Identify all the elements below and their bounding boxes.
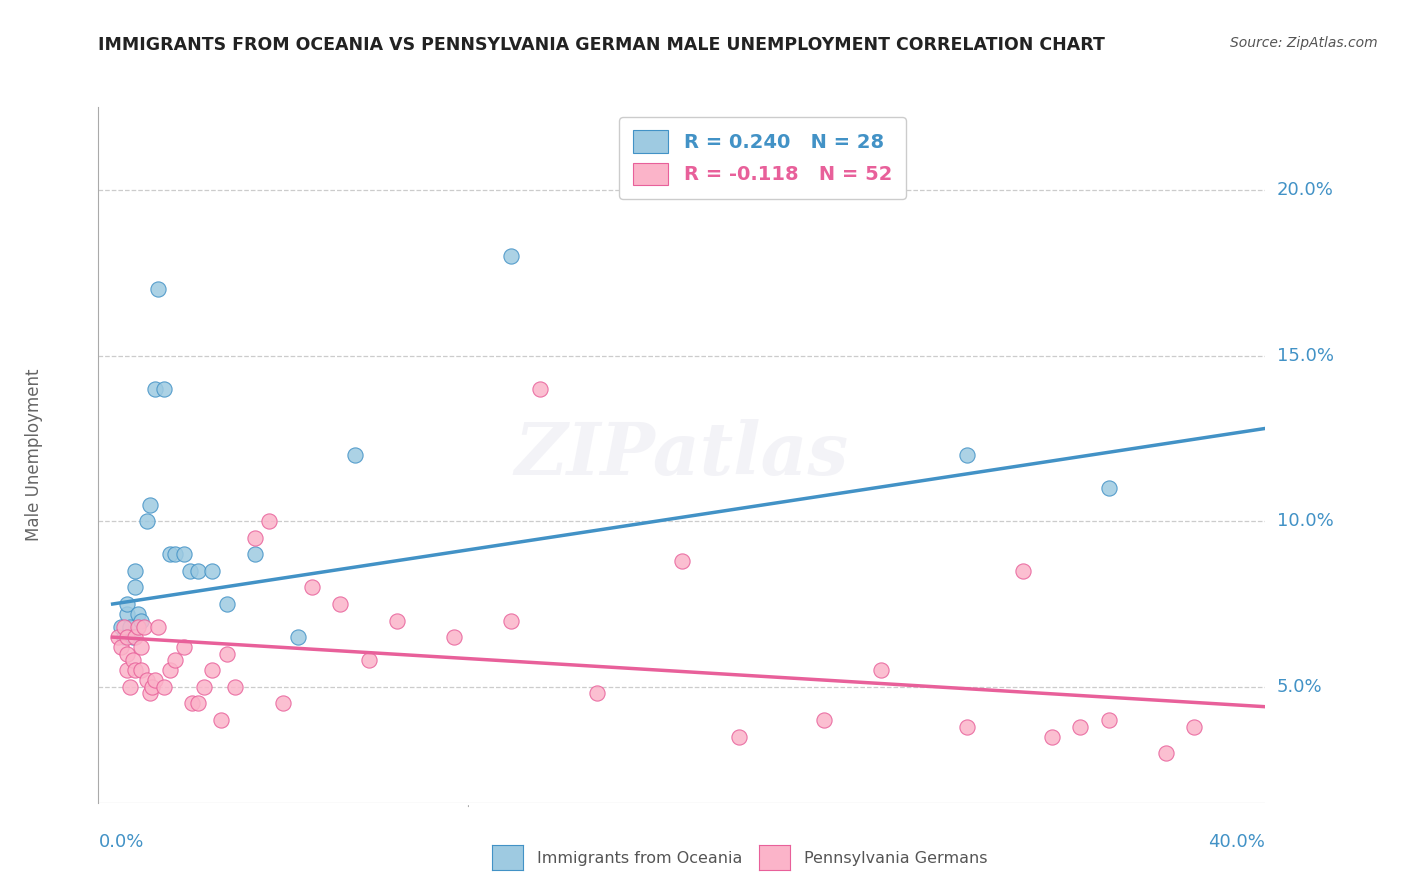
Point xyxy=(1012,564,1035,578)
Point xyxy=(357,653,380,667)
Point xyxy=(1154,746,1177,760)
Text: Male Unemployment: Male Unemployment xyxy=(25,368,44,541)
Point xyxy=(129,640,152,654)
Point xyxy=(118,620,141,634)
Point xyxy=(501,614,523,628)
Point xyxy=(124,663,146,677)
Point xyxy=(1040,730,1063,744)
Point xyxy=(671,554,693,568)
Point xyxy=(224,680,246,694)
Point xyxy=(143,382,166,396)
Point xyxy=(257,514,280,528)
Point xyxy=(115,607,138,621)
Point xyxy=(118,680,141,694)
Point xyxy=(193,680,215,694)
Point xyxy=(173,640,195,654)
Point xyxy=(215,647,238,661)
Legend: R = 0.240   N = 28, R = -0.118   N = 52: R = 0.240 N = 28, R = -0.118 N = 52 xyxy=(620,117,905,199)
Point xyxy=(129,663,152,677)
Point xyxy=(135,673,157,688)
Point xyxy=(870,663,893,677)
Point xyxy=(127,607,149,621)
Point xyxy=(187,697,209,711)
Point xyxy=(135,514,157,528)
Point xyxy=(201,663,224,677)
Text: ZIPatlas: ZIPatlas xyxy=(515,419,849,491)
Point xyxy=(1069,720,1091,734)
Point xyxy=(179,564,201,578)
Point xyxy=(148,620,170,634)
Point xyxy=(110,640,132,654)
Point xyxy=(165,547,187,561)
Text: 5.0%: 5.0% xyxy=(1277,678,1322,696)
Point xyxy=(201,564,224,578)
Point xyxy=(138,686,160,700)
Point xyxy=(124,564,146,578)
Point xyxy=(115,630,138,644)
Point xyxy=(165,653,187,667)
Point xyxy=(343,448,366,462)
Text: 15.0%: 15.0% xyxy=(1277,346,1333,365)
Point xyxy=(1098,713,1121,727)
Point xyxy=(127,620,149,634)
Point xyxy=(153,382,176,396)
Point xyxy=(243,547,266,561)
Point xyxy=(329,597,352,611)
Point xyxy=(813,713,835,727)
Point xyxy=(243,531,266,545)
Point xyxy=(209,713,232,727)
Point xyxy=(159,663,181,677)
Point xyxy=(141,680,163,694)
Point xyxy=(129,614,152,628)
Point xyxy=(110,620,132,634)
Point xyxy=(181,697,204,711)
Point xyxy=(153,680,176,694)
Point xyxy=(955,448,977,462)
Point xyxy=(273,697,295,711)
Point xyxy=(124,630,146,644)
Point xyxy=(115,663,138,677)
Point xyxy=(107,630,129,644)
Point xyxy=(143,673,166,688)
Point xyxy=(115,647,138,661)
Point xyxy=(1182,720,1205,734)
Point xyxy=(148,282,170,296)
Point xyxy=(112,630,135,644)
Point xyxy=(115,597,138,611)
Point xyxy=(387,614,409,628)
Point xyxy=(159,547,181,561)
Point xyxy=(501,249,523,263)
Point xyxy=(443,630,465,644)
Point xyxy=(138,498,160,512)
Text: Source: ZipAtlas.com: Source: ZipAtlas.com xyxy=(1230,36,1378,50)
Point xyxy=(585,686,607,700)
Point xyxy=(121,653,143,667)
Point xyxy=(1098,481,1121,495)
Point xyxy=(287,630,309,644)
Point xyxy=(112,620,135,634)
Point xyxy=(132,620,155,634)
Point xyxy=(121,630,143,644)
Point xyxy=(727,730,749,744)
Point xyxy=(124,581,146,595)
Text: 10.0%: 10.0% xyxy=(1277,512,1333,530)
Point xyxy=(301,581,323,595)
Point xyxy=(955,720,977,734)
Point xyxy=(187,564,209,578)
Text: 40.0%: 40.0% xyxy=(1209,833,1265,851)
Text: Immigrants from Oceania: Immigrants from Oceania xyxy=(537,851,742,865)
Text: Pennsylvania Germans: Pennsylvania Germans xyxy=(804,851,988,865)
Point xyxy=(173,547,195,561)
Text: IMMIGRANTS FROM OCEANIA VS PENNSYLVANIA GERMAN MALE UNEMPLOYMENT CORRELATION CHA: IMMIGRANTS FROM OCEANIA VS PENNSYLVANIA … xyxy=(98,36,1105,54)
Text: 20.0%: 20.0% xyxy=(1277,181,1333,199)
Point xyxy=(529,382,551,396)
Point xyxy=(215,597,238,611)
Text: 0.0%: 0.0% xyxy=(98,833,143,851)
